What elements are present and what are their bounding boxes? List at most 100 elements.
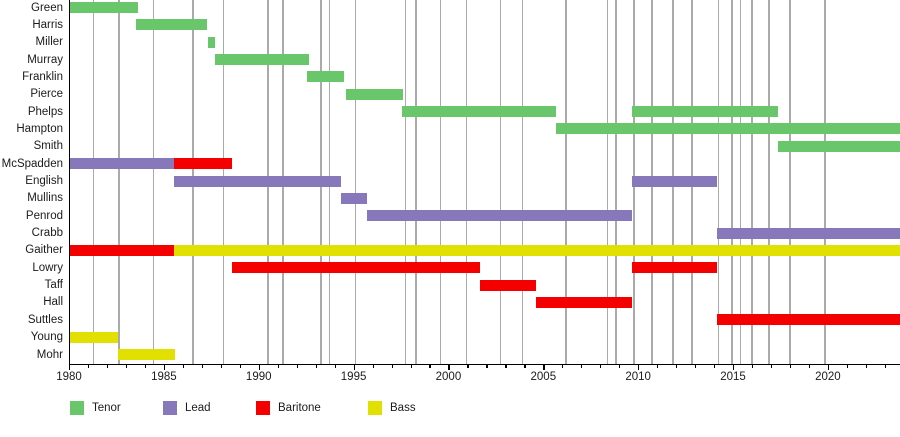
minor-tick	[884, 365, 886, 368]
gridline	[465, 0, 468, 364]
row-label: Hampton	[16, 122, 63, 135]
minor-tick	[524, 365, 526, 368]
gridline	[415, 0, 417, 364]
row-label: Smith	[33, 140, 63, 153]
row-label: Murray	[27, 53, 63, 66]
gridline	[152, 0, 155, 364]
gridline	[615, 0, 617, 364]
minor-tick	[144, 365, 147, 368]
minor-tick	[695, 365, 697, 368]
row-label: Taff	[44, 279, 63, 292]
timeline-bar	[118, 349, 176, 360]
minor-tick	[201, 365, 203, 368]
minor-tick	[600, 365, 602, 368]
minor-tick	[562, 365, 564, 368]
timeline-bar	[346, 88, 403, 100]
legend-item: Bass	[368, 401, 435, 415]
gridline	[768, 0, 770, 364]
row-label: Penrod	[25, 209, 63, 222]
gridline	[439, 0, 442, 364]
major-tick	[69, 365, 71, 370]
legend-label: Bass	[390, 402, 416, 414]
minor-tick	[277, 365, 279, 368]
minor-tick	[657, 365, 659, 368]
timeline-bar	[232, 262, 480, 274]
row-label: Suttles	[27, 313, 63, 326]
legend-swatch	[163, 401, 177, 415]
row-label-column: Green Harris Miller Murray Franklin Pierce Phe…	[0, 0, 63, 364]
legend-label: Lead	[185, 402, 211, 414]
row-label: Lowry	[32, 261, 63, 274]
timeline-bar	[215, 54, 310, 66]
row-label: Harris	[32, 18, 63, 31]
minor-tick	[429, 365, 431, 368]
tick-label: 1990	[245, 371, 272, 383]
legend-label: Tenor	[92, 402, 121, 414]
legend-swatch	[256, 401, 270, 415]
gridline	[606, 0, 609, 364]
timeline-bar	[777, 140, 900, 152]
minor-tick	[391, 365, 393, 368]
timeline-bar	[136, 19, 207, 31]
timeline-bar	[631, 106, 778, 118]
minor-tick	[410, 365, 412, 368]
timeline-bar	[70, 2, 139, 13]
major-tick	[353, 365, 355, 370]
row-label: English	[25, 175, 63, 187]
timeline-bar	[631, 262, 717, 274]
legend-item: Tenor	[70, 401, 137, 415]
major-tick	[638, 365, 640, 370]
row-label: Pierce	[30, 88, 63, 101]
tick-label: 2015	[720, 371, 746, 383]
minor-tick	[752, 365, 754, 368]
timeline-bar	[70, 158, 175, 170]
row-label: Crabb	[31, 227, 63, 240]
gridline	[824, 0, 826, 364]
timeline-bar	[716, 227, 900, 239]
minor-tick	[865, 365, 868, 368]
gridline	[354, 0, 357, 364]
timeline-bar	[402, 106, 556, 118]
gridline	[789, 0, 791, 364]
row-label: Green	[31, 1, 63, 14]
minor-tick	[372, 365, 374, 368]
timeline-bar	[207, 36, 216, 48]
minor-tick	[619, 365, 621, 368]
tick-label: 2005	[530, 371, 557, 383]
timeline-bar	[307, 71, 345, 83]
legend-swatch	[368, 401, 382, 415]
minor-tick	[125, 365, 128, 368]
gridline	[565, 0, 567, 364]
row-label: Mullins	[27, 192, 63, 205]
timeline-bar	[631, 175, 717, 187]
gridline	[92, 0, 95, 364]
minor-tick	[87, 365, 90, 368]
major-tick	[733, 365, 735, 370]
timeline-bar	[70, 244, 175, 256]
plot-area	[69, 0, 900, 365]
timeline-bar	[70, 331, 119, 343]
minor-tick	[220, 365, 222, 368]
x-axis: 1980 1985 1990 1995 2000 2005 2010 2015 2020	[56, 365, 900, 387]
timeline-bar	[341, 192, 367, 204]
row-label: Phelps	[27, 105, 63, 118]
minor-tick	[106, 365, 109, 368]
gridline	[404, 0, 407, 364]
minor-tick	[296, 365, 298, 368]
minor-tick	[676, 365, 678, 368]
minor-tick	[846, 365, 849, 368]
minor-tick	[467, 365, 469, 368]
minor-tick	[581, 365, 583, 368]
tick-label: 2020	[815, 371, 841, 383]
row-label: Mohr	[36, 348, 63, 361]
timeline-bar	[555, 123, 900, 135]
legend-label: Baritone	[278, 402, 321, 414]
major-tick	[448, 365, 450, 370]
minor-tick	[239, 365, 241, 368]
legend-swatch	[70, 401, 84, 415]
tick-label: 2000	[435, 371, 462, 383]
minor-tick	[505, 365, 507, 368]
minor-tick	[714, 365, 716, 368]
major-tick	[258, 365, 260, 370]
row-label: Hall	[43, 296, 63, 309]
